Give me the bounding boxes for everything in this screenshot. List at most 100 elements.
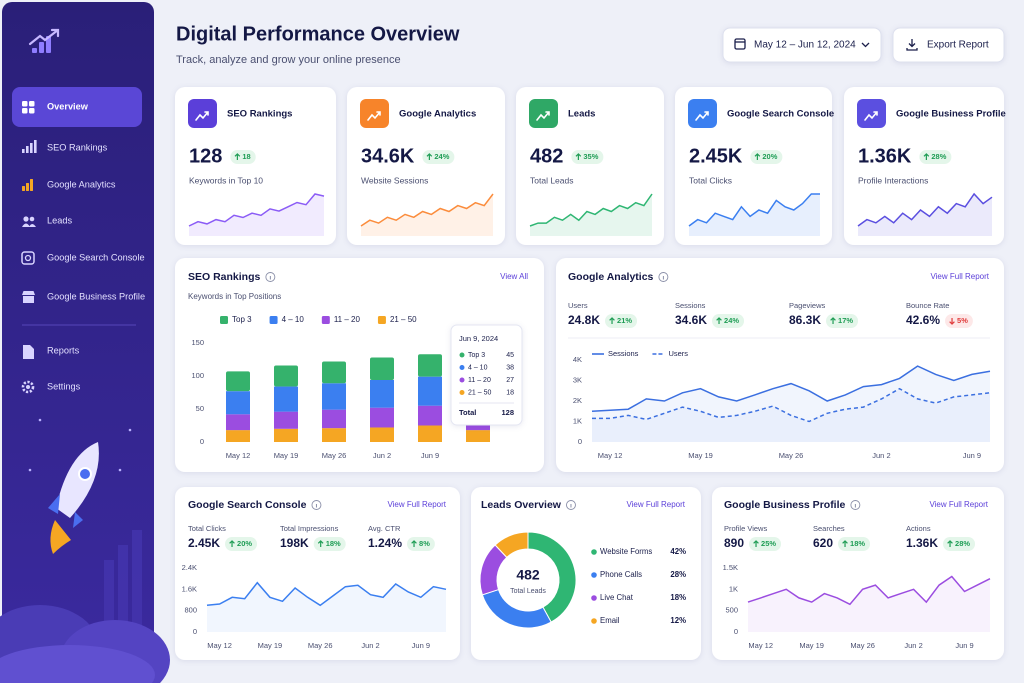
- legend-label: Sessions: [608, 349, 639, 358]
- change-arrow: [426, 153, 433, 160]
- date-picker[interactable]: [722, 27, 882, 63]
- rocket-window: [78, 467, 92, 481]
- panel-link[interactable]: View All: [500, 272, 528, 281]
- panel-title: SEO Rankings: [188, 271, 261, 283]
- legend-value: 12%: [670, 616, 686, 625]
- x-tick-label: May 12: [207, 641, 232, 650]
- legend-value: 28%: [670, 570, 686, 579]
- nav-icon: [22, 149, 25, 153]
- star: [128, 428, 132, 432]
- kpi-icon: [688, 99, 717, 128]
- x-tick-label: May 12: [748, 641, 773, 650]
- rocket-fin: [48, 494, 83, 528]
- metric-value: 86.3K: [789, 313, 821, 327]
- nav-item[interactable]: Settings: [47, 381, 81, 391]
- kpi-title: Leads: [568, 109, 595, 120]
- legend-value: 42%: [670, 547, 686, 556]
- nav-item[interactable]: Google Analytics: [47, 179, 116, 189]
- bar-segment: [466, 430, 490, 442]
- legend-swatch: [220, 316, 228, 324]
- panel-link[interactable]: View Full Report: [929, 500, 988, 509]
- line-series: [206, 581, 447, 607]
- x-tick-label: Jun 9: [963, 451, 981, 460]
- tooltip: [450, 324, 523, 426]
- y-tick-label: 800: [184, 606, 197, 615]
- x-tick-label: May 26: [779, 451, 804, 460]
- legend-label: Website Forms: [600, 547, 652, 556]
- nav-icon: [30, 143, 33, 153]
- info-icon: [311, 500, 322, 510]
- legend-label: Live Chat: [600, 593, 634, 602]
- nav-item[interactable]: Leads: [47, 215, 72, 225]
- export-label[interactable]: Export Report: [927, 40, 989, 51]
- legend-label: Phone Calls: [600, 570, 642, 579]
- line-area: [592, 366, 990, 442]
- nav-item[interactable]: Google Business Profile: [47, 291, 145, 301]
- metric-label: Users: [568, 301, 588, 310]
- donut-total-label: Total Leads: [510, 588, 546, 595]
- change-arrow: [947, 540, 953, 547]
- nav-item[interactable]: Reports: [47, 345, 80, 355]
- tooltip-name: 11 – 20: [468, 377, 491, 384]
- metric-label: Pageviews: [789, 301, 826, 310]
- panel-link[interactable]: View Full Report: [387, 500, 446, 509]
- kpi-icon-glyph: [536, 111, 550, 121]
- panel-title: Google Analytics: [568, 271, 654, 283]
- change-arrow: [317, 540, 324, 547]
- kpi-title: Google Business Profile: [896, 109, 1006, 120]
- line-series: [747, 575, 991, 606]
- nav-item[interactable]: Overview: [47, 101, 89, 111]
- x-tick-label: Jun 9: [412, 641, 430, 650]
- line-area: [592, 388, 990, 442]
- spark-line: [529, 193, 653, 227]
- panel-title: Leads Overview: [481, 499, 562, 511]
- bar-segment: [226, 430, 250, 442]
- legend-label: Users: [668, 349, 688, 358]
- bar-segment: [370, 407, 394, 428]
- panel-link[interactable]: View Full Report: [626, 500, 685, 509]
- change-badge: [313, 537, 346, 551]
- y-tick-label: 1K: [729, 584, 738, 593]
- nav-item[interactable]: SEO Rankings: [47, 142, 108, 152]
- kpi-icon-glyph: [864, 111, 878, 121]
- metric-value: 198K: [280, 536, 309, 550]
- chevron: [861, 42, 870, 48]
- y-tick-label: 150: [191, 338, 204, 347]
- kpi-title: Google Search Console: [727, 109, 834, 120]
- nav-icon: [23, 345, 34, 359]
- change-arrow: [830, 317, 836, 324]
- nav-icon: [29, 108, 35, 114]
- y-tick-label: 1.5K: [723, 563, 738, 572]
- nav-item[interactable]: Google Search Console: [47, 252, 145, 262]
- change-value: 21%: [617, 316, 632, 325]
- x-tick-label: Jun 2: [904, 641, 922, 650]
- change-arrow: [229, 540, 235, 547]
- x-tick-label: Jun 9: [955, 641, 973, 650]
- kpi-icon-glyph: [195, 111, 209, 121]
- tooltip-dot: [459, 352, 465, 358]
- x-tick-label: Jun 2: [361, 641, 379, 650]
- x-tick-label: Jun 2: [373, 451, 391, 460]
- illustration-cloud: [0, 645, 155, 683]
- change-value: 28%: [955, 539, 970, 548]
- nav-icon: [22, 101, 28, 107]
- change-arrow: [411, 540, 417, 547]
- x-tick-label: May 19: [258, 641, 283, 650]
- logo-bar: [39, 42, 44, 53]
- export-button[interactable]: [892, 27, 1005, 63]
- bar-segment: [274, 428, 298, 442]
- illustration-bar: [104, 560, 114, 650]
- change-arrow: [234, 153, 241, 160]
- x-tick-label: May 19: [799, 641, 824, 650]
- tooltip-date: Jun 9, 2024: [459, 334, 498, 343]
- star: [118, 468, 122, 472]
- date-range[interactable]: May 12 – Jun 12, 2024: [754, 40, 856, 51]
- kpi-value: 2.45K: [689, 145, 743, 167]
- panel-link[interactable]: View Full Report: [930, 272, 989, 281]
- change-badge: [571, 150, 604, 164]
- card: [712, 487, 1004, 660]
- change-value: 17%: [838, 316, 853, 325]
- change-value: 20%: [762, 152, 777, 161]
- card: [844, 87, 1004, 245]
- y-tick-label: 0: [578, 437, 582, 446]
